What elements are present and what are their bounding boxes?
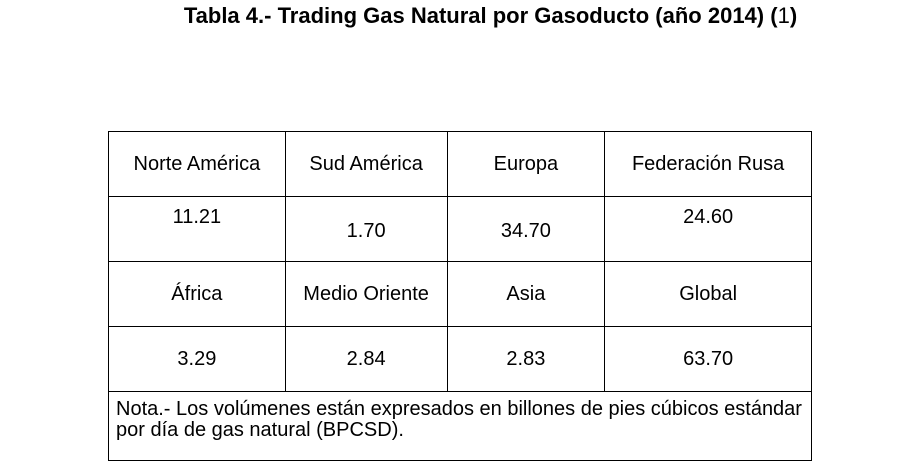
value-cell-north-america: 11.21 xyxy=(108,196,286,262)
value-cell-middle-east: 2.84 xyxy=(284,326,448,392)
value-cell-asia: 2.83 xyxy=(446,326,606,392)
header-cell-africa: África xyxy=(108,261,286,327)
value-cell-global: 63.70 xyxy=(604,326,812,392)
footnote-reference: 1 xyxy=(777,3,790,28)
value-cell-south-america: 1.70 xyxy=(284,196,448,262)
table-row: 11.21 1.70 34.70 24.60 xyxy=(108,196,812,262)
value-cell-russia: 24.60 xyxy=(604,196,812,262)
gas-trading-table: Norte América Sud América Europa Federac… xyxy=(108,131,812,461)
table-row: Nota.- Los volúmenes están expresados en… xyxy=(108,391,812,461)
header-cell-north-america: Norte América xyxy=(108,131,286,197)
header-cell-middle-east: Medio Oriente xyxy=(284,261,448,327)
value-cell-africa: 3.29 xyxy=(108,326,286,392)
table-title-close: ) xyxy=(789,3,798,28)
header-cell-europe: Europa xyxy=(446,131,606,197)
header-cell-global: Global xyxy=(604,261,812,327)
table-row: 3.29 2.84 2.83 63.70 xyxy=(108,326,812,392)
table-row: Norte América Sud América Europa Federac… xyxy=(108,131,812,197)
table-note: Nota.- Los volúmenes están expresados en… xyxy=(108,391,812,461)
table-title-text: Tabla 4.- Trading Gas Natural por Gasodu… xyxy=(183,3,778,28)
table-row: África Medio Oriente Asia Global xyxy=(108,261,812,327)
header-cell-south-america: Sud América xyxy=(284,131,448,197)
table-title: Tabla 4.- Trading Gas Natural por Gasodu… xyxy=(0,3,921,29)
header-cell-asia: Asia xyxy=(446,261,606,327)
value-cell-europe: 34.70 xyxy=(446,196,606,262)
header-cell-russia: Federación Rusa xyxy=(604,131,812,197)
